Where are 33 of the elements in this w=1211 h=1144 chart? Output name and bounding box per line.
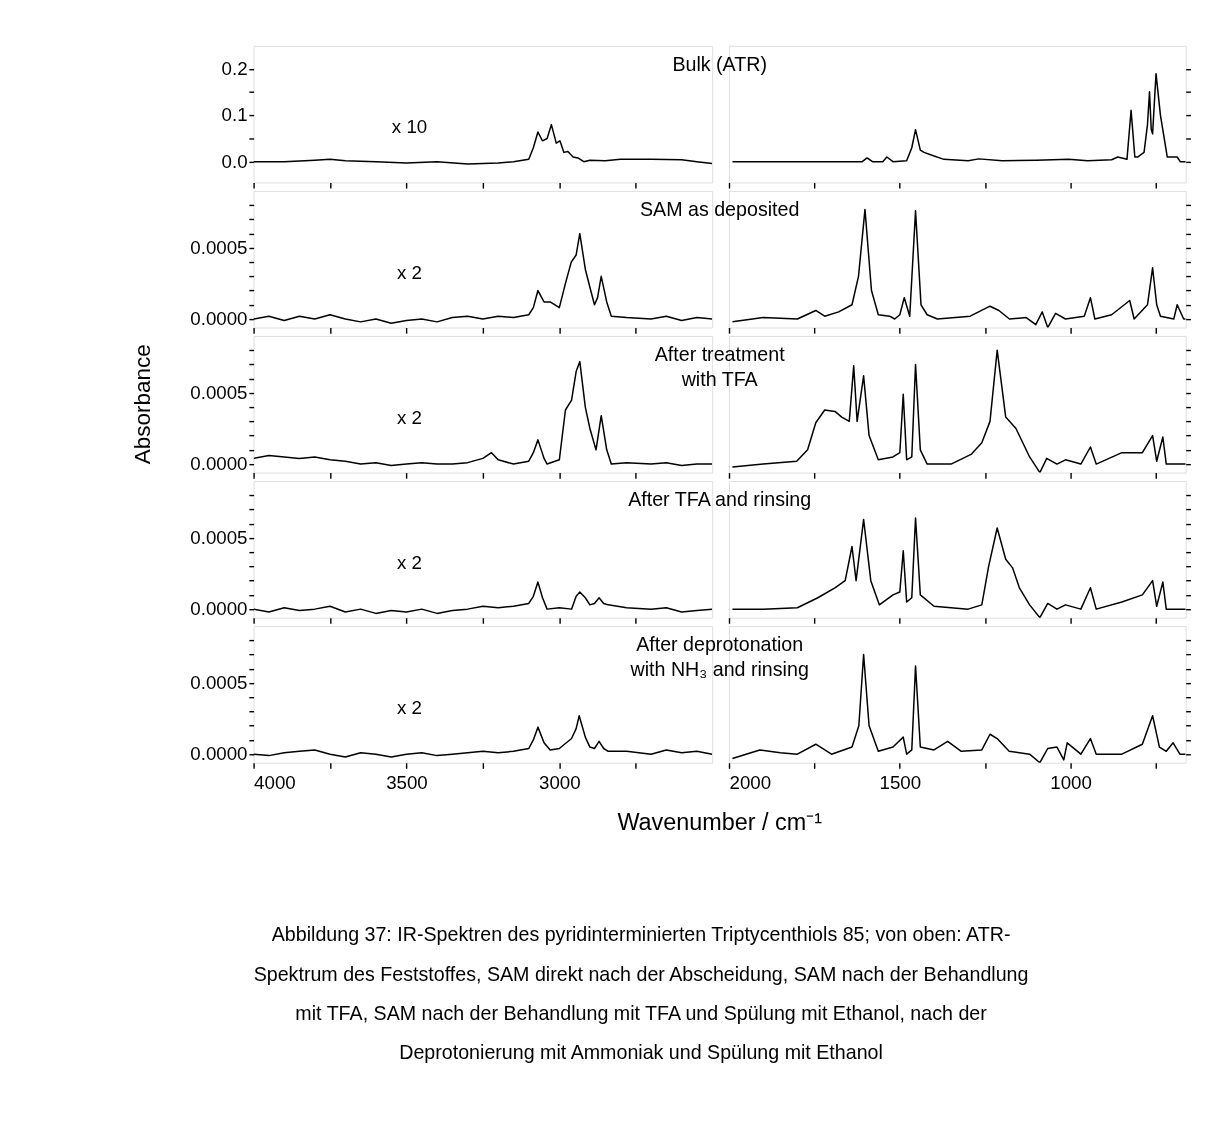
chart-title: SAM as deposited: [639, 198, 800, 221]
text: mit TFA, SAM nach der Behandlung mit TFA und Spülung mit Ethanol, nach der: [295, 1002, 988, 1025]
x-tick-label: 4000: [254, 772, 296, 794]
y-tick-label: 0.1: [221, 104, 248, 126]
x-tick-label: 2000: [729, 772, 772, 794]
y-tick-label: 0.0: [221, 150, 248, 172]
y-tick-label: 0.0000: [190, 308, 248, 330]
y-tick-label: 0.0000: [190, 598, 248, 620]
annotation: x 2: [397, 551, 423, 573]
annotation: x 2: [397, 261, 423, 283]
chart-title: After TFA and rinsing: [628, 488, 812, 511]
text: Spektrum des Feststoffes, SAM direkt nach der Abscheidung, SAM nach der Behandlung: [253, 962, 1029, 985]
text: After deprotonation with NH₃ and rinsing: [629, 633, 809, 680]
y-tick-label: 0.0005: [190, 236, 248, 258]
y-tick-label: 0.0005: [190, 672, 248, 694]
x-tick-label: 3000: [538, 772, 581, 794]
y-tick-label: 0.0000: [190, 453, 248, 475]
text: After treatment with TFA: [654, 343, 786, 390]
annotation: x 2: [397, 406, 423, 428]
chart-title: Bulk (ATR): [672, 53, 767, 76]
y-tick-label: 0.2: [221, 58, 248, 80]
x-tick-label: 3500: [386, 772, 428, 794]
text: Deprotonierung mit Ammoniak und Spülung mit Ethanol: [399, 1041, 883, 1064]
x-axis-title: Wavenumber / cm⁻¹: [617, 809, 823, 836]
x-tick-label: 1000: [1050, 772, 1092, 794]
y-tick-label: 0.0005: [190, 527, 248, 549]
text: Abbildung 37: IR-Spektren des pyridinterminierten Triptycenthiols 85; von oben: ATR-: [271, 923, 1011, 946]
y-tick-label: 0.0005: [190, 381, 248, 403]
x-tick-label: 1500: [879, 772, 922, 794]
y-axis-title: Absorbance: [129, 344, 155, 465]
y-tick-label: 0.0000: [190, 743, 248, 765]
annotation: x 10: [391, 116, 428, 138]
annotation: x 2: [397, 696, 423, 718]
